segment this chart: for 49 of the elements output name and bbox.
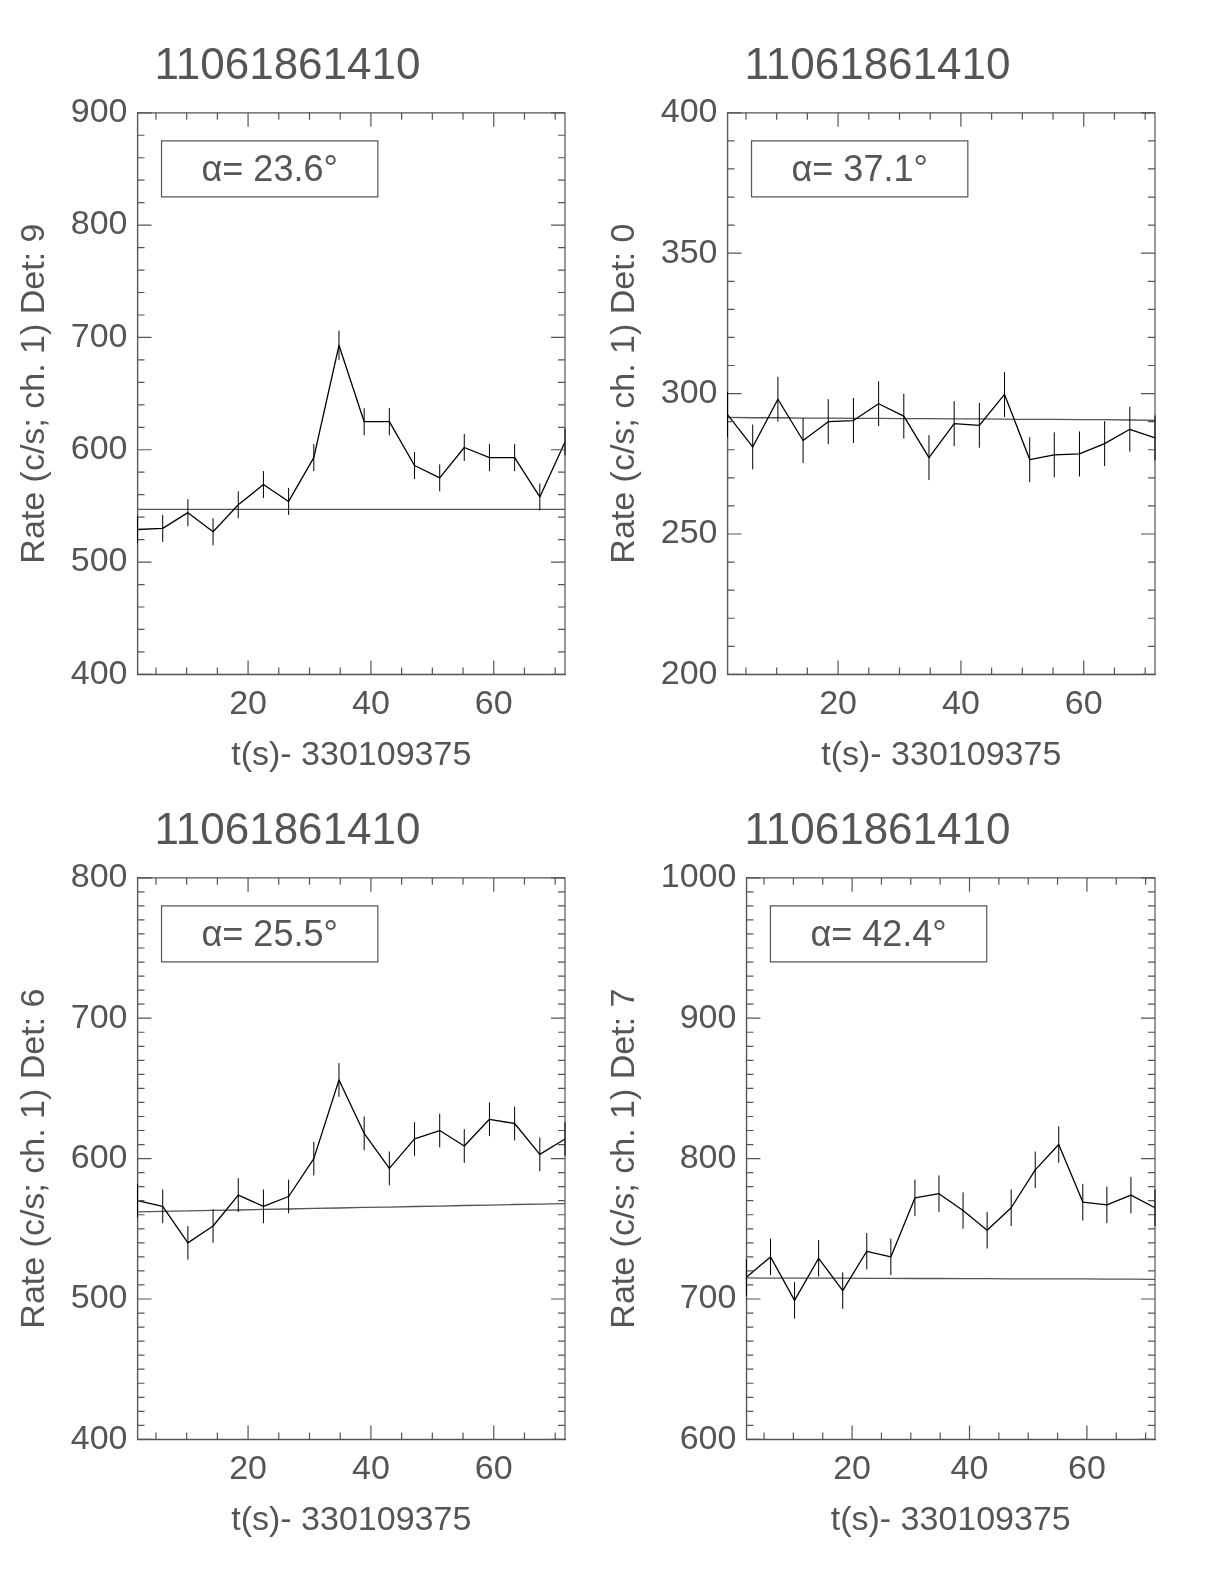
annotation: α= 37.1° bbox=[791, 147, 928, 189]
x-tick-label: 20 bbox=[819, 683, 857, 722]
x-axis-title: t(s)- 330109375 bbox=[231, 1498, 472, 1537]
y-tick-label: 600 bbox=[70, 428, 128, 467]
y-tick-label: 200 bbox=[660, 652, 718, 691]
y-axis-title: Rate (c/s; ch. 1) Det: 6 bbox=[12, 988, 51, 1329]
y-tick-label: 600 bbox=[679, 1417, 737, 1456]
chart-title: 11061861410 bbox=[154, 803, 421, 853]
y-tick-label: 400 bbox=[70, 1417, 128, 1456]
y-tick-label: 350 bbox=[660, 231, 718, 270]
y-tick-label: 800 bbox=[70, 856, 128, 895]
x-tick-label: 60 bbox=[1064, 683, 1103, 722]
y-tick-label: 500 bbox=[70, 1277, 128, 1316]
chart-title: 11061861410 bbox=[154, 38, 421, 88]
y-axis-title: Rate (c/s; ch. 1) Det: 7 bbox=[602, 988, 641, 1329]
x-tick-label: 40 bbox=[352, 683, 390, 722]
annotation: α= 42.4° bbox=[810, 912, 947, 954]
y-tick-label: 900 bbox=[70, 91, 128, 130]
y-tick-label: 1000 bbox=[660, 856, 737, 895]
y-tick-label: 600 bbox=[70, 1136, 128, 1175]
y-tick-label: 300 bbox=[660, 371, 718, 410]
x-tick-label: 40 bbox=[352, 1448, 390, 1487]
chart-title: 11061861410 bbox=[744, 38, 1011, 88]
x-tick-label: 60 bbox=[1067, 1448, 1106, 1487]
y-axis-title: Rate (c/s; ch. 1) Det: 9 bbox=[12, 223, 51, 564]
x-axis-title: t(s)- 330109375 bbox=[231, 733, 472, 772]
y-tick-label: 700 bbox=[70, 315, 128, 354]
x-axis-title: t(s)- 330109375 bbox=[830, 1498, 1071, 1537]
y-tick-label: 800 bbox=[70, 203, 128, 242]
y-tick-label: 900 bbox=[679, 996, 737, 1035]
y-tick-label: 250 bbox=[660, 512, 718, 551]
chart-title: 11061861410 bbox=[744, 803, 1011, 853]
y-tick-label: 500 bbox=[70, 540, 128, 579]
y-tick-label: 800 bbox=[679, 1136, 737, 1175]
x-tick-label: 60 bbox=[474, 683, 513, 722]
y-axis-title: Rate (c/s; ch. 1) Det: 0 bbox=[602, 223, 641, 564]
x-tick-label: 60 bbox=[474, 1448, 513, 1487]
x-tick-label: 20 bbox=[229, 683, 267, 722]
annotation: α= 25.5° bbox=[201, 912, 338, 954]
y-tick-label: 400 bbox=[660, 91, 718, 130]
x-tick-label: 20 bbox=[229, 1448, 267, 1487]
x-axis-title: t(s)- 330109375 bbox=[821, 733, 1062, 772]
annotation: α= 23.6° bbox=[201, 147, 338, 189]
x-tick-label: 40 bbox=[950, 1448, 989, 1487]
y-tick-label: 700 bbox=[679, 1277, 737, 1316]
x-tick-label: 20 bbox=[833, 1448, 872, 1487]
x-tick-label: 40 bbox=[942, 683, 980, 722]
y-tick-label: 700 bbox=[70, 996, 128, 1035]
y-tick-label: 400 bbox=[70, 652, 128, 691]
